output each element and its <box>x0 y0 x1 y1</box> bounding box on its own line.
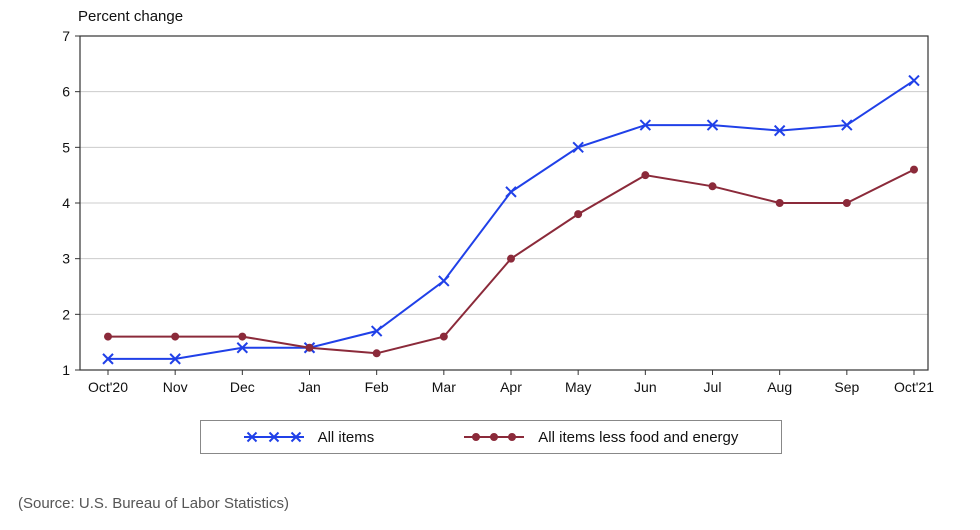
legend-swatch-less-food-energy <box>464 428 524 446</box>
svg-text:Apr: Apr <box>500 379 522 395</box>
svg-text:Feb: Feb <box>365 379 389 395</box>
svg-text:Jan: Jan <box>298 379 321 395</box>
legend-item-less-food-energy: All items less food and energy <box>464 428 738 446</box>
page: Percent change 1 2 3 4 5 6 7 Oct'20 Nov Dec Jan Feb… <box>0 0 980 530</box>
legend: All items All items less food and energy <box>200 420 782 454</box>
svg-text:4: 4 <box>62 195 70 211</box>
legend-swatch-all-items <box>244 428 304 446</box>
svg-text:Nov: Nov <box>163 379 188 395</box>
svg-text:6: 6 <box>62 84 70 100</box>
svg-text:Dec: Dec <box>230 379 255 395</box>
chart-container: 1 2 3 4 5 6 7 Oct'20 Nov Dec Jan Feb Mar Apr May Jun Jul… <box>50 30 940 410</box>
legend-label: All items less food and energy <box>538 429 738 446</box>
y-axis-label: Percent change <box>78 8 183 25</box>
legend-item-all-items: All items <box>244 428 375 446</box>
svg-text:3: 3 <box>62 251 70 267</box>
svg-text:Oct'21: Oct'21 <box>894 379 934 395</box>
legend-label: All items <box>318 429 375 446</box>
svg-text:2: 2 <box>62 306 70 322</box>
svg-text:1: 1 <box>62 362 70 378</box>
svg-text:May: May <box>565 379 591 395</box>
svg-text:5: 5 <box>62 139 70 155</box>
svg-text:Mar: Mar <box>432 379 456 395</box>
svg-text:Oct'20: Oct'20 <box>88 379 128 395</box>
svg-text:Jul: Jul <box>704 379 722 395</box>
svg-text:Jun: Jun <box>634 379 657 395</box>
source-text: (Source: U.S. Bureau of Labor Statistics… <box>18 495 289 512</box>
svg-text:Aug: Aug <box>767 379 792 395</box>
svg-text:Sep: Sep <box>834 379 859 395</box>
svg-text:7: 7 <box>62 30 70 44</box>
line-chart: 1 2 3 4 5 6 7 Oct'20 Nov Dec Jan Feb Mar Apr May Jun Jul… <box>50 30 940 410</box>
